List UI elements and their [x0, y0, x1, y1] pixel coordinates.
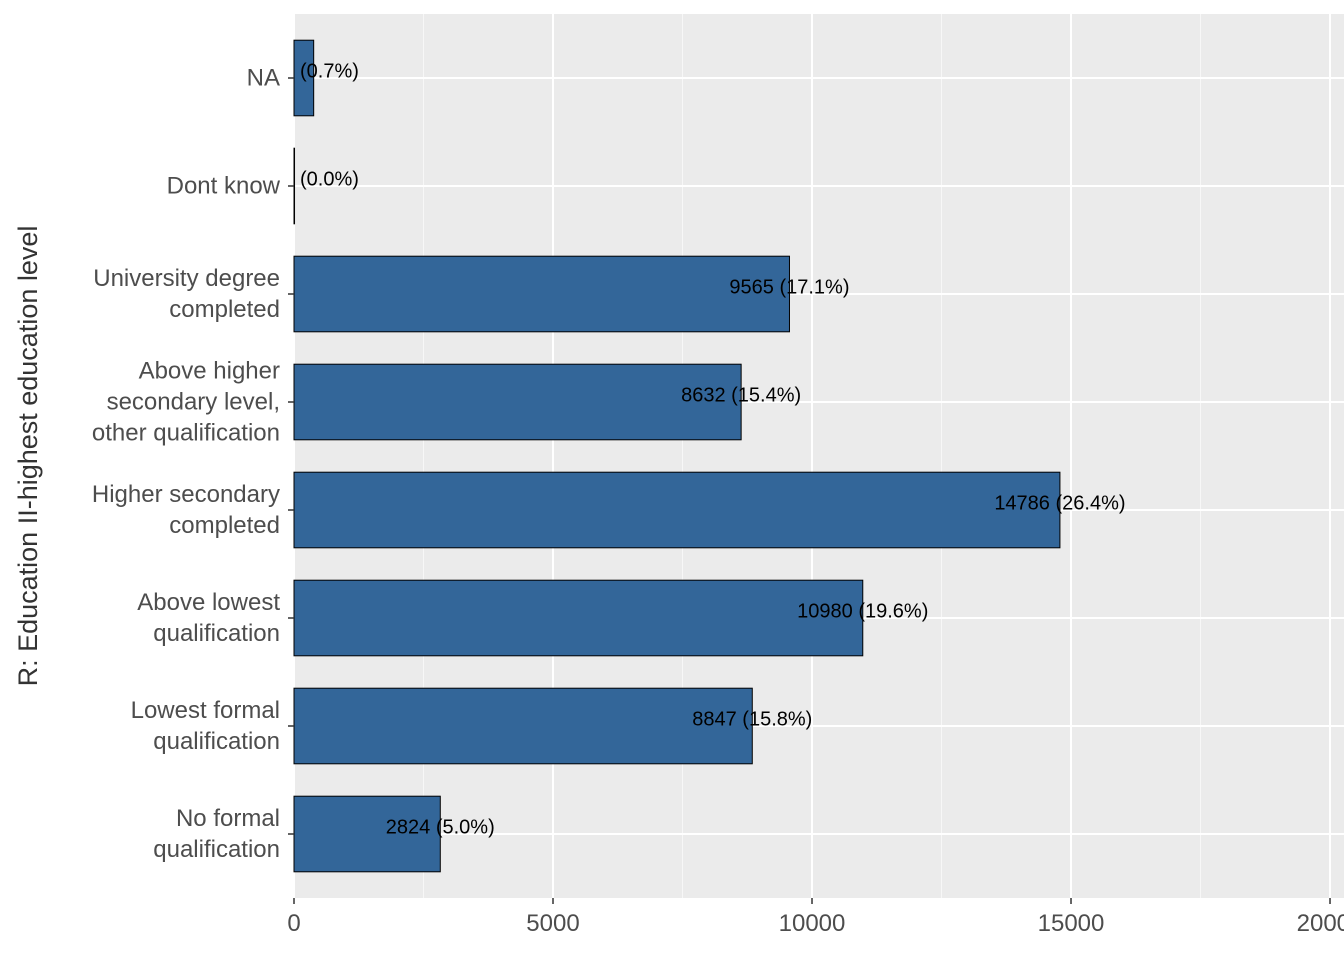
value-label: 14786 (26.4%): [994, 492, 1125, 514]
bar: [293, 795, 441, 873]
bar: [293, 579, 864, 657]
bar: [293, 255, 790, 333]
x-tick-label: 20000: [1297, 910, 1344, 937]
bar: [293, 471, 1061, 549]
value-label: (0.0%): [300, 168, 359, 190]
x-tick-label: 15000: [1038, 910, 1105, 937]
bar: [293, 363, 742, 441]
x-tick-label: 0: [287, 910, 300, 937]
value-label: 8632 (15.4%): [681, 384, 801, 406]
bar: [293, 147, 296, 225]
bar: [293, 687, 753, 765]
value-label: 10980 (19.6%): [797, 600, 928, 622]
value-label: (0.7%): [300, 60, 359, 82]
x-tick-label: 10000: [779, 910, 846, 937]
y-tick-label: NA: [246, 64, 280, 92]
y-tick-label: Above lowest qualification: [137, 589, 280, 647]
panel: [294, 14, 1344, 898]
value-label: 9565 (17.1%): [729, 276, 849, 298]
y-tick-label: University degree completed: [93, 265, 280, 323]
y-axis-title: R: Education II-highest education level: [13, 226, 43, 687]
x-tick-label: 5000: [526, 910, 579, 937]
y-tick-label: Higher secondary completed: [91, 481, 280, 539]
value-label: 2824 (5.0%): [386, 816, 495, 838]
y-tick-label: Lowest formal qualification: [130, 697, 280, 755]
y-tick-label: Dont know: [166, 172, 280, 200]
value-label: 8847 (15.8%): [692, 708, 812, 730]
y-tick-label: Above higher secondary level, other qual…: [91, 357, 280, 447]
y-tick-label: No formal qualification: [153, 805, 280, 863]
